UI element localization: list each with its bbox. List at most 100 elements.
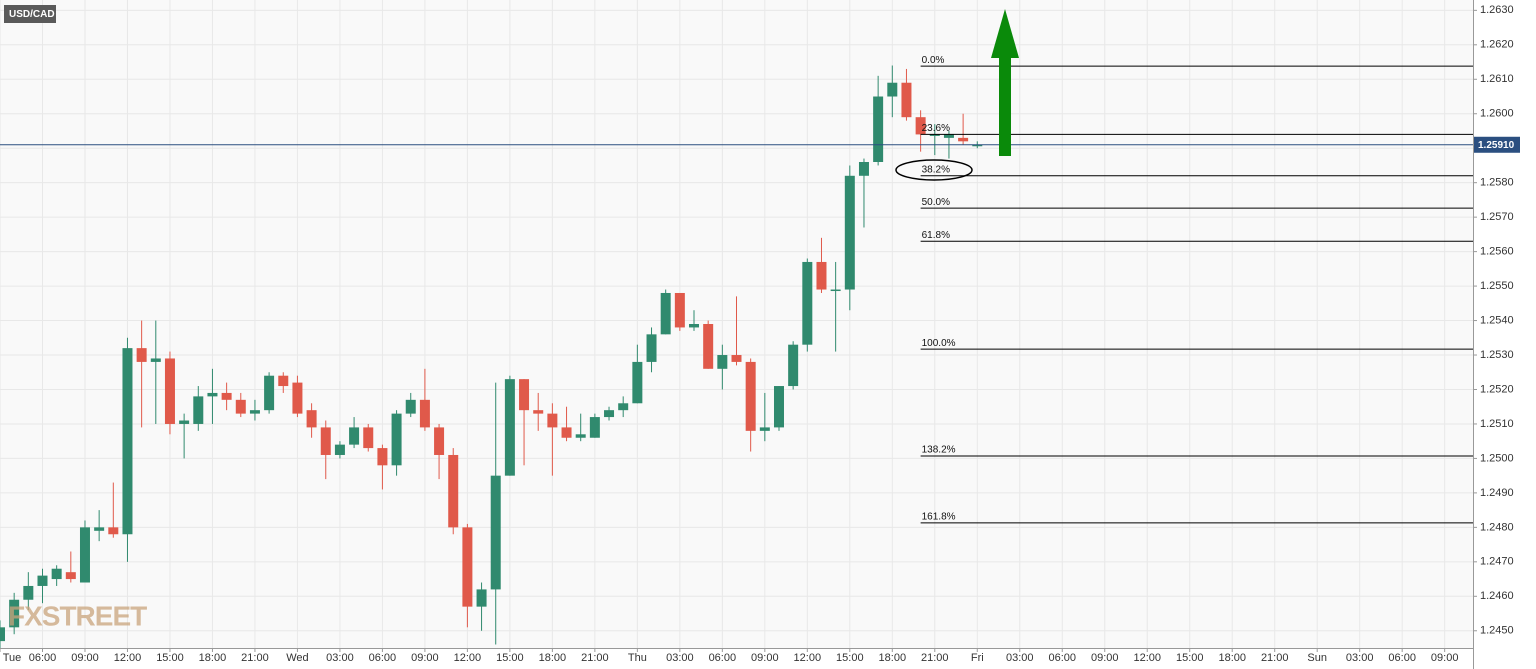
x-tick-label: 06:00 [369, 652, 397, 664]
marks [0, 65, 1473, 648]
y-tick-label: 1.2600 [1480, 108, 1514, 120]
candle-body [150, 358, 161, 362]
candle-body [235, 399, 246, 414]
candle-body [618, 403, 629, 411]
y-tick-label: 1.2500 [1480, 452, 1514, 464]
candle-body [23, 585, 34, 600]
candle-body [547, 413, 558, 428]
y-tick-label: 1.2450 [1480, 625, 1514, 637]
candle-body [207, 392, 218, 397]
candle-body [377, 448, 388, 466]
candle-body [830, 289, 841, 292]
x-tick-label: 15:00 [156, 652, 184, 664]
y-tick-label: 1.2540 [1480, 314, 1514, 326]
candle-body [264, 375, 275, 411]
x-tick-label: Wed [286, 652, 308, 664]
x-tick-label: 18:00 [199, 652, 227, 664]
candle-body [476, 589, 487, 607]
y-tick-label: 1.2620 [1480, 39, 1514, 51]
x-tick-label: Tue [3, 652, 22, 664]
candle-body [108, 527, 119, 535]
x-tick-label: 12:00 [114, 652, 142, 664]
x-tick-label: 21:00 [1261, 652, 1289, 664]
x-tick-label: Thu [628, 652, 647, 664]
x-tick-label: 06:00 [709, 652, 737, 664]
candle-body [193, 396, 204, 424]
x-tick-label: 09:00 [751, 652, 779, 664]
x-tick-label: 15:00 [496, 652, 524, 664]
candle-body [179, 420, 190, 424]
y-tick-label: 1.2480 [1480, 521, 1514, 533]
candle-body [873, 96, 884, 162]
candle-body [519, 379, 530, 411]
candle-body [9, 599, 20, 628]
x-tick-label: 03:00 [666, 652, 694, 664]
candle-body [674, 292, 685, 328]
up-arrow-head [991, 9, 1019, 58]
candle-body [79, 527, 90, 583]
fib-label: 50.0% [922, 197, 950, 208]
x-tick-label: 15:00 [836, 652, 864, 664]
y-tick-label: 1.2460 [1480, 590, 1514, 602]
x-tick-label: 09:00 [411, 652, 439, 664]
candle-body [391, 413, 402, 466]
candle-body [632, 361, 643, 404]
candle-body [915, 117, 926, 135]
candle-body [816, 261, 827, 290]
candle-body [136, 348, 147, 362]
fib-label: 161.8% [922, 512, 956, 523]
candle-body [745, 361, 756, 431]
fib-label: 23.6% [922, 123, 950, 134]
x-tick-label: 09:00 [1431, 652, 1459, 664]
x-tick-label: 18:00 [539, 652, 567, 664]
candle-body [646, 334, 657, 362]
x-tick-label: 03:00 [1346, 652, 1374, 664]
candle-body [660, 292, 671, 335]
fib-label: 38.2% [922, 164, 950, 175]
labels: 1.2450 1.2460 1.2470 1.2480 1.2490 1.2500 1.25… [3, 4, 1520, 664]
candle-body [504, 379, 515, 476]
candle-body [448, 454, 459, 528]
candle-body [731, 355, 742, 362]
candle-body [901, 82, 912, 118]
candle-body [405, 399, 416, 414]
y-tick-label: 1.2520 [1480, 383, 1514, 395]
x-tick-label: 06:00 [29, 652, 57, 664]
x-tick-label: 03:00 [326, 652, 354, 664]
candle-body [462, 527, 473, 607]
candle-body [419, 399, 430, 428]
symbol: USD/CAD [9, 9, 55, 20]
x-tick-label: 21:00 [581, 652, 609, 664]
x-tick-label: 18:00 [879, 652, 907, 664]
symbol-box [4, 5, 56, 23]
y-tick-label: 1.2570 [1480, 211, 1514, 223]
candle-body [788, 344, 799, 387]
candle-body [122, 348, 133, 535]
fib-label: 138.2% [922, 445, 956, 456]
candle-body [65, 572, 76, 580]
candle-body [717, 355, 728, 369]
candle-body [972, 144, 983, 147]
y-tick-label: 1.2530 [1480, 349, 1514, 361]
fib-label: 61.8% [922, 230, 950, 241]
x-tick-label: 12:00 [1133, 652, 1161, 664]
highlight-ellipse [895, 159, 973, 181]
x-tick-label: Fri [971, 652, 984, 664]
fib-label: 0.0% [922, 55, 945, 66]
candle-body [802, 261, 813, 345]
candle-body [703, 324, 714, 369]
candle-body [292, 382, 303, 414]
watermark: FXSTREET [8, 600, 147, 631]
x-tick-label: 09:00 [1091, 652, 1119, 664]
candle-body [363, 427, 374, 449]
candle-body [306, 410, 317, 428]
candle-body [759, 427, 770, 431]
x-tick-label: 21:00 [241, 652, 269, 664]
x-tick-label: 12:00 [794, 652, 822, 664]
y-tick-label: 1.2580 [1480, 177, 1514, 189]
y-tick-label: 1.2470 [1480, 556, 1514, 568]
x-tick-label: 03:00 [1006, 652, 1034, 664]
x-tick-label: 18:00 [1218, 652, 1246, 664]
y-tick-label: 1.2630 [1480, 4, 1514, 16]
